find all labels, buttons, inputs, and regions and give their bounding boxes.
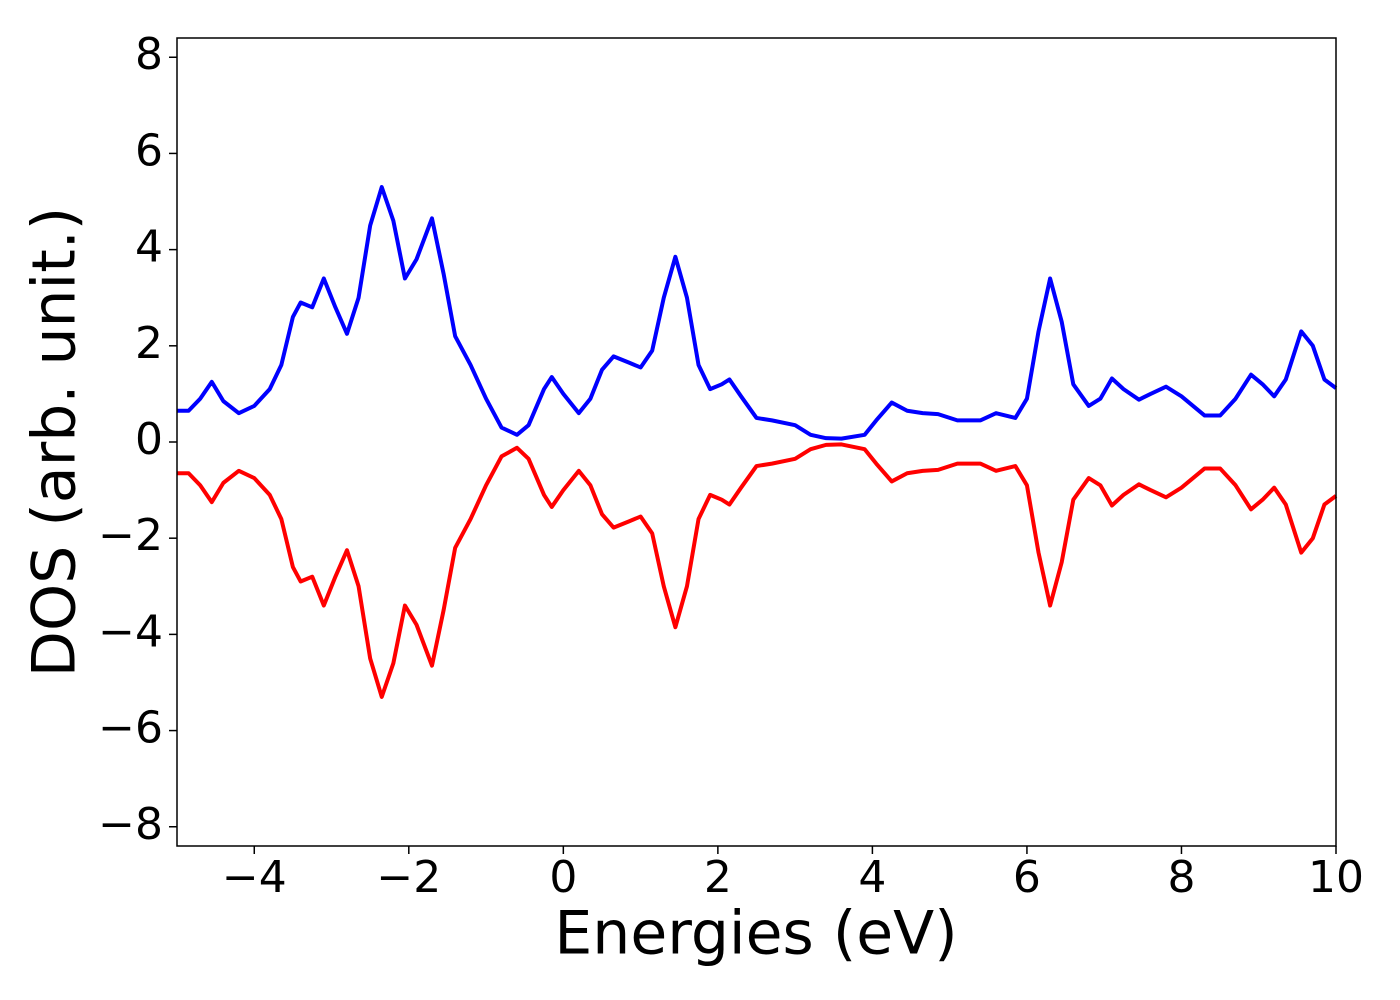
plot-frame [176, 37, 1337, 847]
x-tick-label: 2 [704, 852, 732, 903]
x-axis-label: Energies (eV) [554, 899, 957, 969]
line-series [177, 185, 1338, 441]
y-tick-label: 2 [135, 318, 163, 369]
y-tick-label: 6 [135, 125, 163, 176]
x-tick-label: 8 [1167, 852, 1195, 903]
y-tick-label: −4 [98, 606, 163, 657]
y-tick-label: −8 [98, 799, 163, 850]
x-tick-label: −4 [222, 852, 287, 903]
x-tick-label: 10 [1308, 852, 1364, 903]
y-tick-label: 8 [135, 29, 163, 80]
y-tick-label: 4 [135, 222, 163, 273]
x-tick-label: 6 [1013, 852, 1041, 903]
line-series [177, 442, 1338, 699]
x-tick-label: 4 [858, 852, 886, 903]
x-tick-label: 0 [549, 852, 577, 903]
y-tick-label: −2 [98, 510, 163, 561]
y-tick-label: 0 [135, 414, 163, 465]
y-axis-label: DOS (arb. unit.) [20, 207, 90, 677]
x-tick-label: −2 [376, 852, 441, 903]
y-tick-label: −6 [98, 703, 163, 754]
